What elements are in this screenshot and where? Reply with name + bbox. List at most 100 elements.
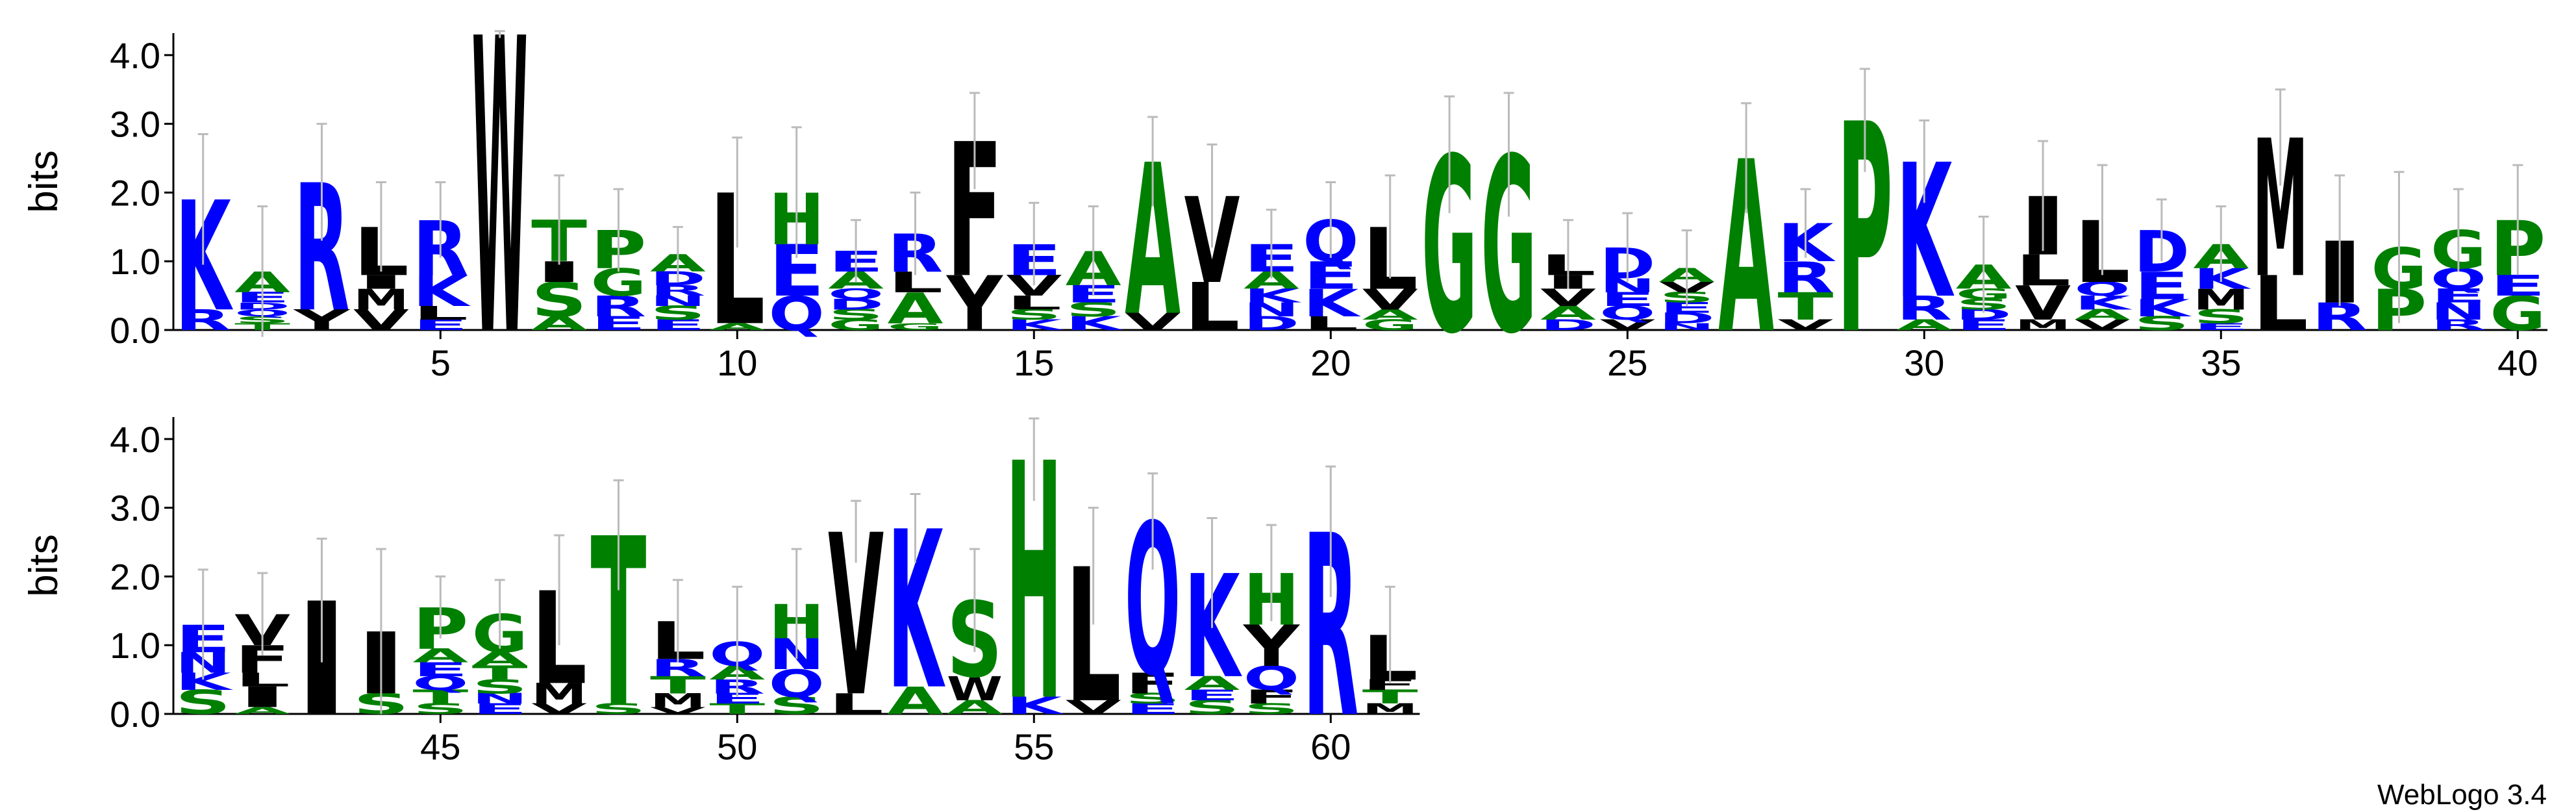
logo-letter: A (1362, 307, 1418, 323)
logo-letter: E (1956, 317, 2012, 333)
logo-letter: Q (769, 286, 825, 342)
logo-letter: S (828, 307, 884, 323)
y-tick-label: 1.0 (110, 625, 160, 666)
y-tick-label: 0.0 (110, 310, 160, 351)
logo-letter: M (531, 678, 587, 711)
logo-letter: S (769, 692, 825, 719)
logo-letter: V (650, 705, 706, 717)
logo-letter: S (2134, 313, 2190, 335)
y-tick-label: 3.0 (110, 488, 160, 529)
logo-letter: K (1303, 282, 1360, 325)
logo-letter: T (1778, 285, 1834, 329)
x-tick-label: 5 (431, 342, 451, 383)
logo-letter: W (472, 0, 528, 426)
logo-letter: Q (2075, 279, 2131, 301)
y-tick-label: 4.0 (110, 35, 160, 76)
logo-letter: Q (412, 673, 468, 695)
logo-letter: Q (1599, 303, 1655, 325)
x-tick-label: 20 (1310, 342, 1351, 383)
logo-letter: M (2015, 317, 2071, 333)
logo-letter: F (1244, 687, 1299, 709)
logo-letter: E (412, 317, 468, 333)
logo-letter: L (1006, 292, 1062, 314)
logo-letter: L (412, 303, 468, 325)
logo-letter: K (1006, 317, 1064, 333)
y-tick-label: 2.0 (110, 556, 160, 597)
logo-letter: A (709, 322, 765, 333)
logo-letter: G (828, 317, 884, 333)
logo-letter: D (1244, 313, 1299, 335)
logo-letter: A (888, 679, 944, 723)
logo-letter: K (1896, 126, 1954, 340)
logo-letter: S (2193, 306, 2249, 328)
y-tick-label: 0.0 (110, 694, 160, 735)
logo-letter: E (650, 317, 706, 333)
logo-letter: S (412, 701, 468, 717)
logo-letter: T (1362, 687, 1418, 709)
logo-letter: G (2490, 286, 2545, 342)
logo-letter: A (2075, 307, 2131, 323)
logo-letter: K (1244, 285, 1302, 307)
logo-letter: T (709, 701, 765, 717)
logo-letter: E (2490, 270, 2545, 303)
logo-letter: K (1006, 692, 1064, 719)
x-tick-label: 40 (2497, 342, 2538, 383)
logo-letter: K (2134, 294, 2192, 322)
logo-letter: M (353, 283, 409, 316)
x-tick-label: 55 (1014, 726, 1054, 767)
logo-letter: Y (945, 260, 1004, 348)
logo-letter: Q (828, 286, 884, 303)
logo-letter: A (1896, 317, 1952, 333)
logo-letter: K (2193, 262, 2252, 296)
logo-letter: M (1362, 701, 1418, 717)
x-tick-label: 50 (717, 726, 757, 767)
logo-letter: K (1066, 313, 1124, 335)
logo-letter: R (650, 283, 706, 299)
logo-letter: V (2015, 276, 2071, 331)
logo-letter: I (234, 681, 290, 714)
logo-letter: R (591, 290, 647, 324)
logo-letter: R (1778, 253, 1834, 303)
logo-letter: E (472, 701, 528, 717)
logo-letter: K (1778, 214, 1836, 274)
logo-letter: D (828, 296, 884, 312)
logo-letter: A (412, 645, 468, 667)
y-tick-label: 3.0 (110, 104, 160, 145)
logo-letter: S (1184, 697, 1240, 719)
x-tick-label: 60 (1310, 726, 1351, 767)
logo-letter: T (650, 672, 706, 699)
logo-letter: N (1659, 322, 1715, 333)
logo-letter: E (1303, 254, 1358, 298)
logo-letter: T (472, 663, 528, 685)
y-tick-label: 1.0 (110, 241, 160, 282)
logo-letter: E (591, 313, 647, 335)
logo-letter: E (2193, 322, 2249, 333)
logo-letter: A (1540, 303, 1596, 325)
logo-letter: D (1540, 317, 1596, 333)
logo-letter: V (1125, 308, 1181, 335)
logo-letter: T (412, 687, 468, 709)
logo-letter: Q (769, 662, 825, 705)
logo-letter: V (1778, 317, 1834, 333)
logo-letter: R (2431, 317, 2486, 333)
logo-letter: L (2253, 260, 2308, 348)
logo-letter: S (1006, 307, 1062, 323)
x-tick-label: 30 (1904, 342, 1944, 383)
logo-letter: L (234, 669, 290, 691)
logo-letter: G (888, 322, 944, 333)
logo-letter: V (1599, 317, 1655, 333)
logo-letter: V (1066, 697, 1121, 719)
logo-letter: S (1125, 691, 1181, 707)
logo-letter: R (1896, 289, 1952, 328)
logo-letter: N (1244, 299, 1299, 321)
logo-letter: N (472, 691, 528, 707)
logo-letter: N (650, 293, 706, 309)
logo-letter: A (947, 697, 1003, 719)
x-tick-label: 25 (1607, 342, 1647, 383)
logo-letter: V (531, 701, 587, 717)
x-tick-label: 10 (717, 342, 757, 383)
logo-letter: A (531, 313, 587, 335)
y-axis-label: bits (21, 150, 66, 212)
logo-letter: S (650, 303, 706, 325)
